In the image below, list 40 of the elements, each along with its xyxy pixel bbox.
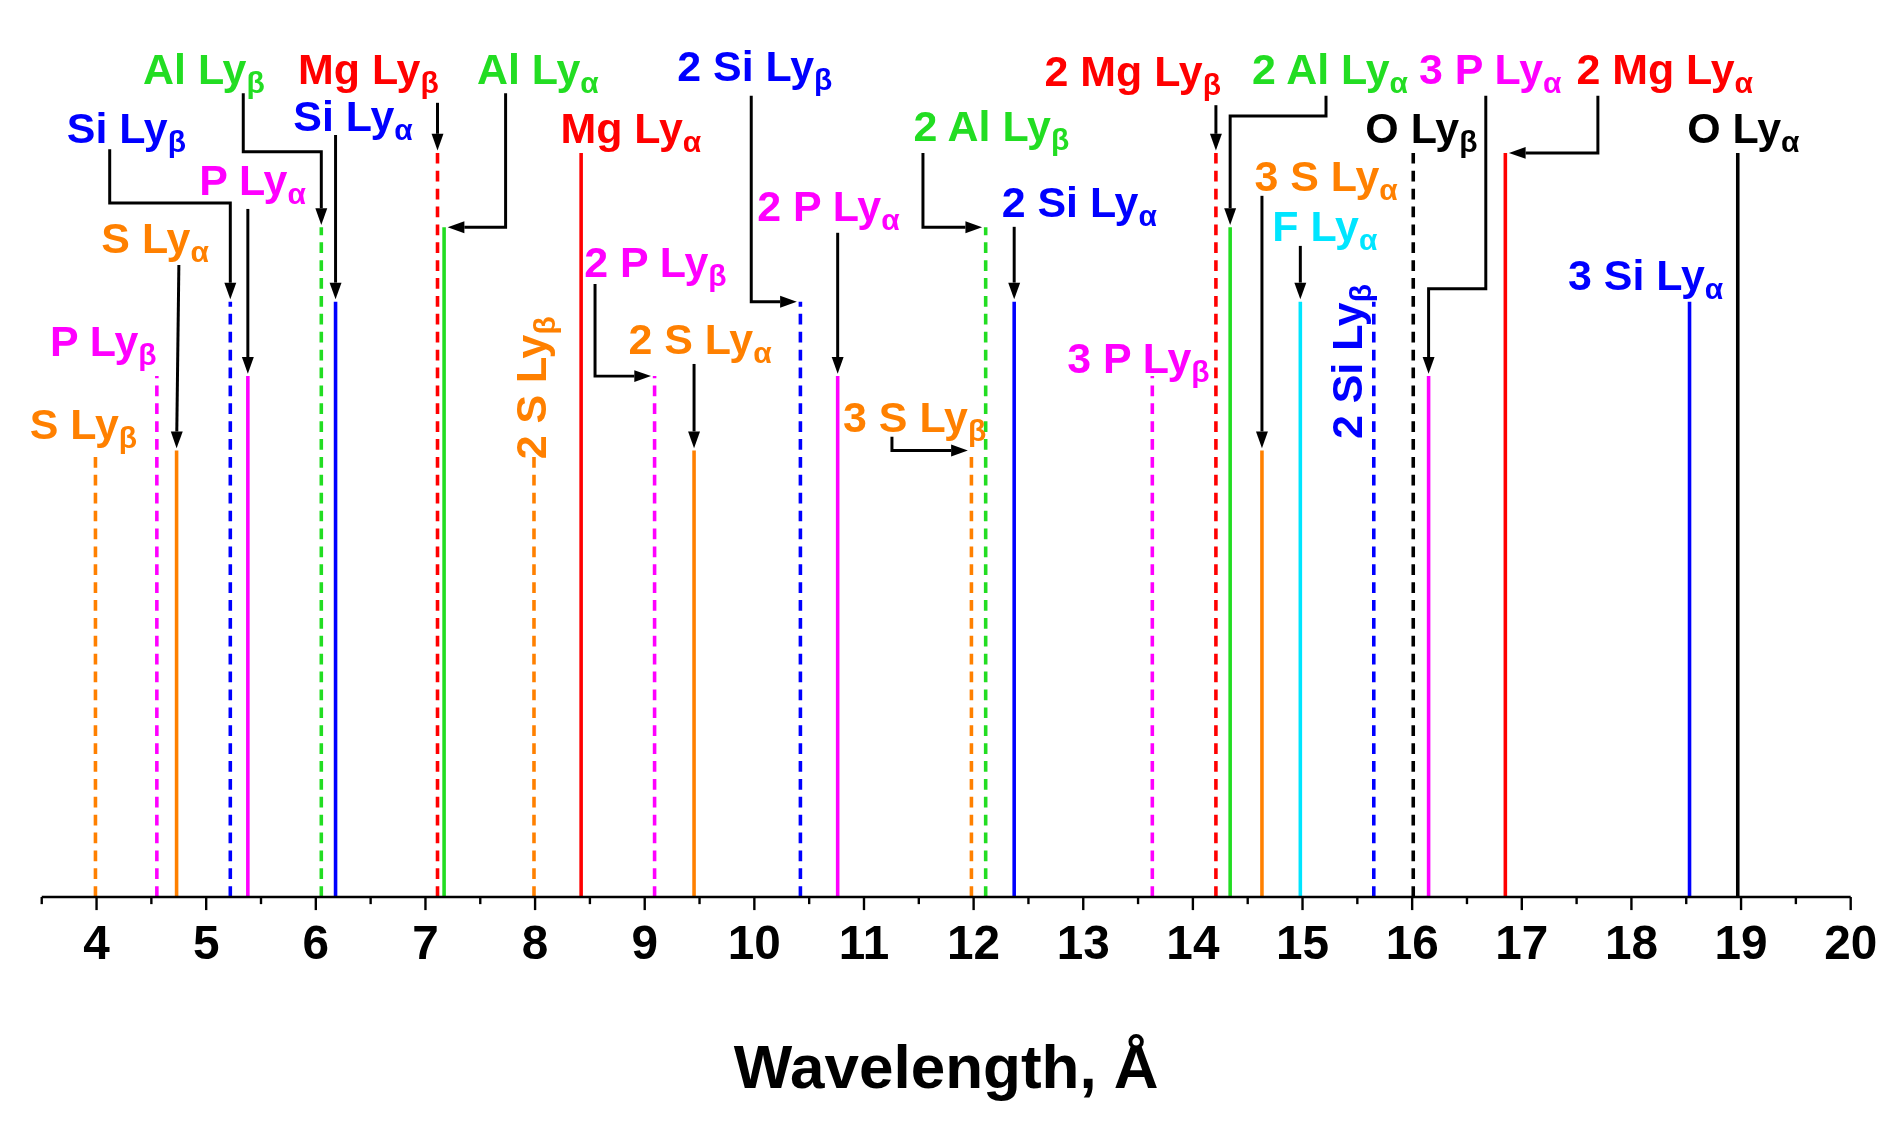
x-tick-label: 17 xyxy=(1495,915,1549,969)
annotation: O Ly$_{α}$ xyxy=(1687,104,1801,159)
annotation: 3 P Ly$_{β}$ xyxy=(1067,334,1210,389)
annotation: 2 Al Ly$_{β}$ xyxy=(913,101,1070,156)
text: 2 Si Ly$_{β}$ xyxy=(677,42,833,97)
x-tick-label: 13 xyxy=(1056,915,1110,969)
x-tick-label: 20 xyxy=(1824,915,1878,969)
annotation: 3 Si Ly$_{α}$ xyxy=(1568,251,1724,306)
text: 2 Mg Ly$_{α}$ xyxy=(1576,44,1754,99)
annotation: S Ly$_{α}$ xyxy=(101,214,210,269)
x-tick-label: 4 xyxy=(83,915,111,969)
annotation: 2 S Ly$_{α}$ xyxy=(628,315,773,370)
x-tick-label: 5 xyxy=(192,915,220,969)
annotation: 2 P Ly$_{β}$ xyxy=(584,237,727,292)
text: 2 Mg Ly$_{β}$ xyxy=(1044,47,1222,102)
x-tick-label: 8 xyxy=(521,915,549,969)
annotation: 2 P Ly$_{α}$ xyxy=(757,181,901,236)
text: 2 Al Ly$_{α}$ xyxy=(1252,44,1409,99)
x-tick-label: 19 xyxy=(1714,915,1768,969)
annotation: 2 Si Ly$_{α}$ xyxy=(1001,178,1158,233)
x-tick-label: 10 xyxy=(727,915,781,969)
annotation: 3 S Ly$_{β}$ xyxy=(843,392,987,447)
annotation: P Ly$_{α}$ xyxy=(199,155,307,210)
text: Al Ly$_{α}$ xyxy=(476,44,600,99)
x-tick-label: 6 xyxy=(302,915,330,969)
text: 3 P Ly$_{α}$ xyxy=(1419,44,1563,99)
x-tick-label: 15 xyxy=(1276,915,1330,969)
x-tick-label: 14 xyxy=(1166,915,1220,969)
x-axis-title: Wavelength, Å xyxy=(733,1031,1159,1101)
x-tick-label: 16 xyxy=(1385,915,1439,969)
x-tick-label: 7 xyxy=(412,915,439,969)
x-tick-label: 18 xyxy=(1604,915,1658,969)
annotation: Mg Ly$_{α}$ xyxy=(560,104,702,159)
annotation: Si Ly$_{β}$ xyxy=(66,104,187,159)
text: Al Ly$_{β}$ xyxy=(143,44,265,99)
x-tick-label: 11 xyxy=(838,915,890,969)
annotation: P Ly$_{β}$ xyxy=(50,316,157,371)
x-tick-label: 9 xyxy=(631,915,658,969)
annotation: S Ly$_{β}$ xyxy=(29,400,138,455)
x-tick-label: 12 xyxy=(947,915,1001,969)
